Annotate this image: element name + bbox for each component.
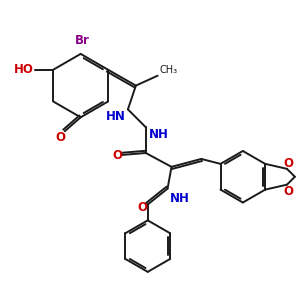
Text: CH₃: CH₃ <box>160 65 178 75</box>
Text: O: O <box>283 185 293 198</box>
Text: NH: NH <box>169 192 189 205</box>
Text: HO: HO <box>14 63 33 76</box>
Text: O: O <box>112 149 122 162</box>
Text: NH: NH <box>149 128 169 141</box>
Text: HN: HN <box>106 110 126 123</box>
Text: Br: Br <box>75 34 90 47</box>
Text: O: O <box>56 130 66 144</box>
Text: O: O <box>283 158 293 170</box>
Text: O: O <box>138 201 148 214</box>
